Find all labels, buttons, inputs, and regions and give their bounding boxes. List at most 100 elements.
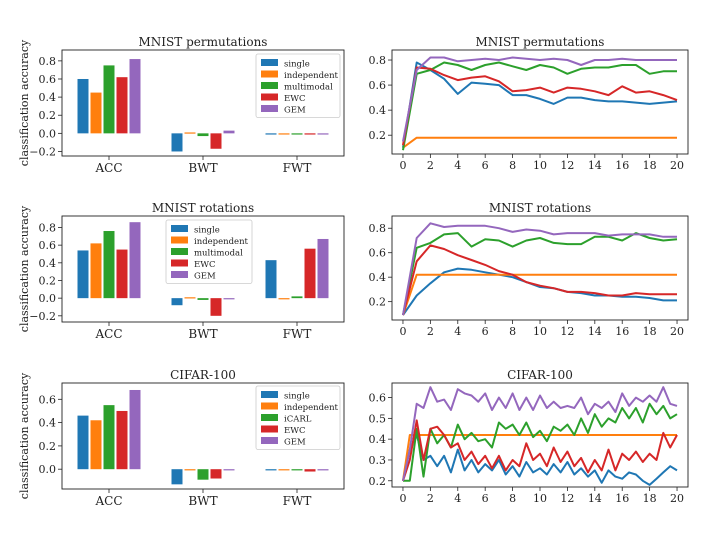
y-tick-label: 0.0 <box>39 292 57 305</box>
bar-GEM <box>223 298 235 300</box>
category-label: ACC <box>94 161 122 175</box>
bar-single <box>265 469 277 471</box>
x-tick-label: 14 <box>588 325 602 338</box>
bar-single <box>171 133 183 152</box>
series-line-EWC <box>402 66 678 146</box>
x-tick-label: 18 <box>643 492 657 505</box>
chart-title: MNIST permutations <box>139 35 268 49</box>
chart-title: MNIST rotations <box>489 201 591 215</box>
x-tick-label: 12 <box>560 325 574 338</box>
series-line-independent <box>402 136 677 149</box>
x-tick-label: 18 <box>643 159 657 172</box>
y-tick-label: 0.4 <box>39 91 57 104</box>
bar-multimodal <box>291 133 303 135</box>
bar-iCARL <box>197 469 209 480</box>
bar-GEM <box>129 222 141 299</box>
chart-2: MNIST rotations −0.2 0.0 0.2 0.4 0.6 0.8 classi… <box>18 201 345 341</box>
bar-GEM <box>129 59 141 134</box>
bar-independent <box>184 469 196 471</box>
chart-1: MNIST permutations 0.2 0.4 0.6 0.8 0 2 4 6 8 10 12 1… <box>369 35 689 172</box>
x-tick-label: 8 <box>509 325 516 338</box>
series-line-multimodal <box>402 61 677 151</box>
legend-swatch <box>261 70 278 78</box>
x-tick-label: 6 <box>482 325 489 338</box>
legend-box <box>165 219 253 284</box>
x-tick-label: 10 <box>533 492 547 505</box>
x-tick-label: 8 <box>509 159 516 172</box>
category-label: FWT <box>283 494 312 508</box>
y-tick-label: 0.0 <box>39 463 57 476</box>
legend-swatch <box>261 425 278 433</box>
x-tick-label: 12 <box>560 159 574 172</box>
legend-label: single <box>284 392 310 402</box>
bar-single <box>265 133 277 135</box>
y-tick-label: 0.4 <box>369 433 387 446</box>
bar-independent <box>278 298 290 300</box>
bar-EWC <box>210 133 222 149</box>
y-tick-label: 0.8 <box>369 222 387 235</box>
y-axis-label: classification accuracy <box>18 39 31 166</box>
y-tick-label: 0.6 <box>39 73 57 86</box>
bar-independent <box>90 92 102 134</box>
legend-swatch <box>171 236 188 244</box>
bar-independent <box>90 243 102 299</box>
chart-5: CIFAR-100 0.2 0.3 0.4 0.5 0.6 0 2 4 6 8 10 12 14 16 18 2… <box>369 368 689 505</box>
x-tick-label: 14 <box>588 159 602 172</box>
legend-label: iCARL <box>284 415 312 425</box>
y-tick-label: 0.5 <box>369 412 387 425</box>
y-tick-label: 0.8 <box>369 54 387 67</box>
x-tick-label: 2 <box>427 325 434 338</box>
x-tick-label: 6 <box>482 159 489 172</box>
series-line-EWC <box>402 419 678 482</box>
legend-swatch <box>261 391 278 398</box>
bar-GEM <box>317 238 329 299</box>
series-line-multimodal <box>402 232 678 316</box>
series-line-GEM <box>402 222 677 316</box>
y-tick-label: 0.4 <box>39 417 57 430</box>
legend-label: single <box>194 226 220 236</box>
legend-swatch <box>261 93 278 101</box>
bar-iCARL <box>291 469 303 471</box>
x-tick-label: 20 <box>670 492 684 505</box>
x-tick-label: 12 <box>560 492 574 505</box>
y-tick-label: 0.2 <box>39 109 57 122</box>
y-tick-label: −0.2 <box>29 310 56 323</box>
bar-multimodal <box>103 231 115 299</box>
bar-EWC <box>116 410 128 470</box>
x-tick-label: 4 <box>454 492 461 505</box>
bar-EWC <box>116 77 128 134</box>
x-tick-label: 6 <box>482 492 489 505</box>
y-tick-label: 0.8 <box>39 221 57 234</box>
x-tick-label: 20 <box>670 159 684 172</box>
legend-label: single <box>284 60 310 70</box>
y-tick-label: 0.6 <box>39 239 57 252</box>
y-tick-label: 0.8 <box>39 55 57 68</box>
bar-GEM <box>223 130 235 134</box>
legend-swatch <box>171 259 188 267</box>
series-line-single <box>402 267 677 316</box>
chart-title: MNIST permutations <box>476 35 605 49</box>
bar-GEM <box>317 133 329 135</box>
legend-label: EWC <box>284 94 305 104</box>
category-label: BWT <box>188 494 217 508</box>
x-tick-label: 16 <box>615 492 629 505</box>
legend-label: EWC <box>194 260 215 270</box>
x-tick-label: 10 <box>533 325 547 338</box>
series-line-GEM <box>402 56 677 142</box>
category-label: ACC <box>94 327 122 341</box>
bar-EWC <box>304 248 316 299</box>
x-tick-label: 0 <box>399 325 406 338</box>
legend-swatch <box>261 437 278 444</box>
legend-swatch <box>261 402 278 410</box>
y-axis-label: classification accuracy <box>18 205 31 332</box>
series-line-independent <box>402 273 677 316</box>
y-tick-label: 0.0 <box>39 127 57 140</box>
chart-0: MNIST permutations −0.2 0.0 0.2 0.4 0.6 0.8 cla… <box>18 35 345 175</box>
y-axis-label: classification accuracy <box>18 372 31 499</box>
bar-GEM <box>223 469 235 471</box>
legend-box <box>255 53 341 118</box>
legend-label: independent <box>284 403 339 413</box>
category-label: BWT <box>188 161 217 175</box>
y-tick-label: 0.2 <box>369 475 387 488</box>
chart-title: CIFAR-100 <box>507 368 573 382</box>
